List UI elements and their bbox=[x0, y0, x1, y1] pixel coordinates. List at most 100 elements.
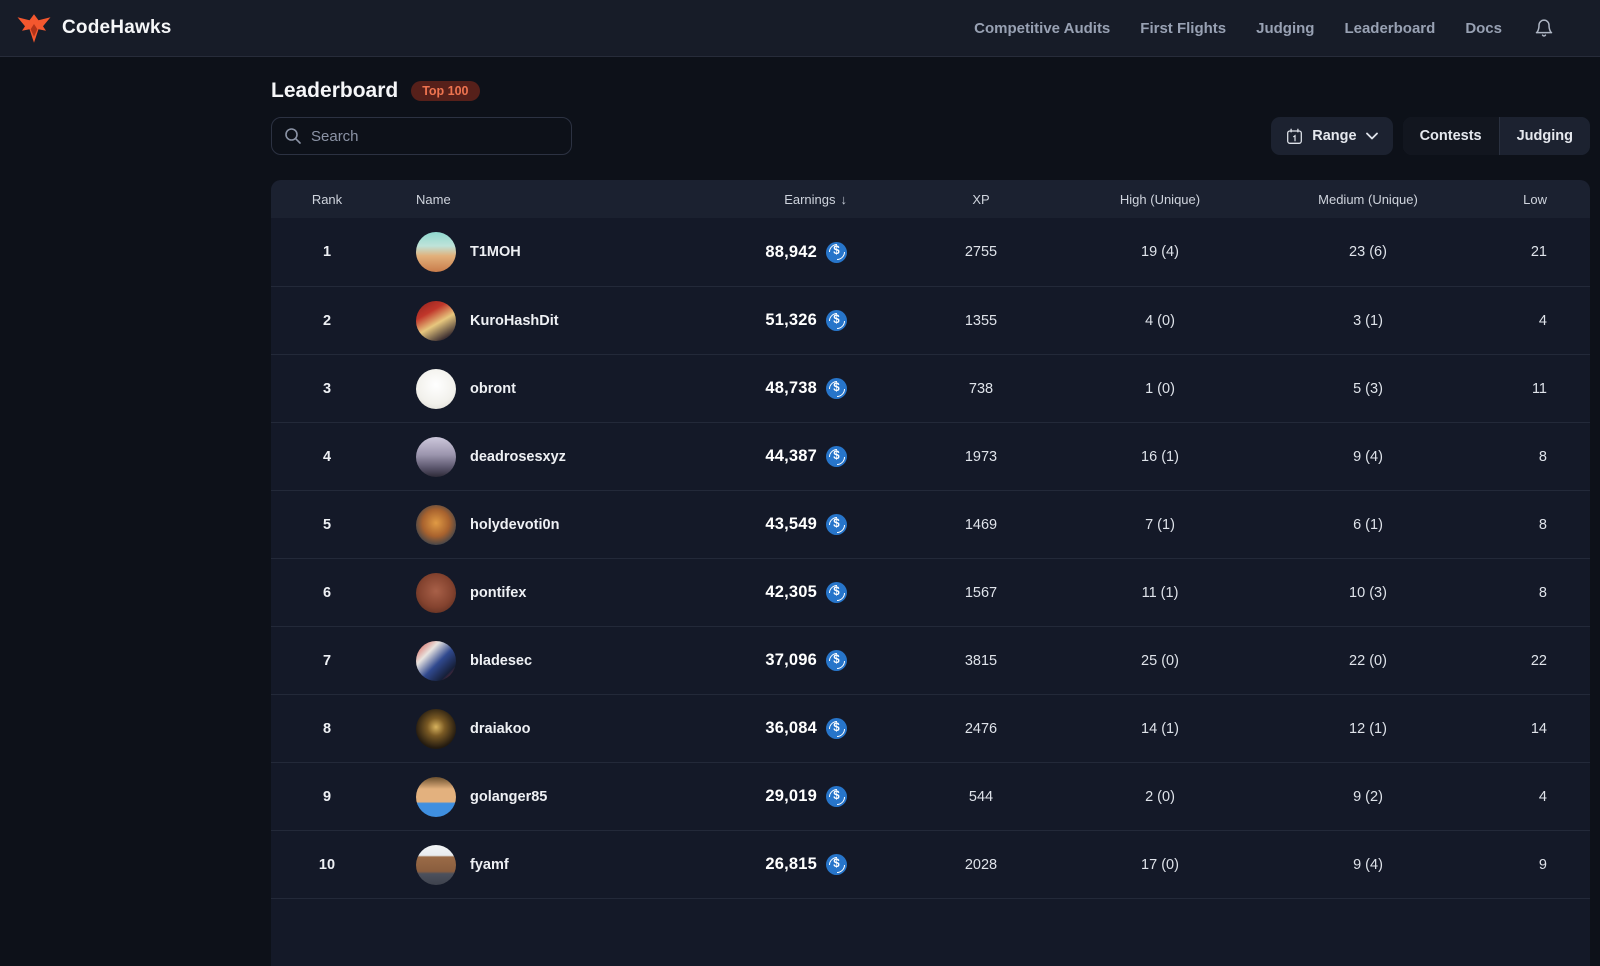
table-row[interactable]: 5 holydevoti0n 43,549 $1469 7 (1) 6 (1) 8 bbox=[271, 490, 1590, 558]
username: holydevoti0n bbox=[470, 516, 560, 533]
medium-value: 22 (0) bbox=[1349, 652, 1387, 669]
right-controls: Range Contests Judging bbox=[1271, 117, 1590, 155]
earnings-cell: 43,549 $ bbox=[765, 514, 851, 535]
name-cell: golanger85 bbox=[383, 776, 651, 817]
medium-value: 10 (3) bbox=[1349, 584, 1387, 601]
column-header-xp[interactable]: XP bbox=[972, 191, 990, 207]
username: T1MOH bbox=[470, 244, 521, 260]
search-icon bbox=[284, 127, 302, 145]
table-row-partial[interactable] bbox=[271, 898, 1590, 966]
notification-bell-icon[interactable] bbox=[1534, 18, 1554, 39]
table-row[interactable]: 9 golanger85 29,019 $544 2 (0) 9 (2) 4 bbox=[271, 762, 1590, 830]
top-nav: CodeHawks Competitive Audits First Fligh… bbox=[0, 0, 1600, 57]
usdc-coin-icon: $ bbox=[826, 718, 847, 739]
xp-value: 1469 bbox=[964, 516, 998, 533]
tab-judging[interactable]: Judging bbox=[1498, 117, 1590, 155]
xp-value: 2028 bbox=[964, 856, 998, 873]
name-cell: pontifex bbox=[383, 572, 651, 613]
username: KuroHashDit bbox=[470, 312, 559, 329]
high-value: 19 (4) bbox=[1141, 244, 1179, 260]
earnings-cell: 42,305 $ bbox=[765, 582, 851, 603]
high-value: 7 (1) bbox=[1145, 516, 1175, 533]
column-header-rank[interactable]: Rank bbox=[311, 191, 343, 207]
username: golanger85 bbox=[470, 788, 548, 805]
nav-item-competitive-audits[interactable]: Competitive Audits bbox=[974, 19, 1111, 37]
column-header-name[interactable]: Name bbox=[416, 191, 451, 207]
avatar bbox=[416, 776, 456, 817]
earnings-value: 51,326 bbox=[765, 311, 817, 329]
nav-item-leaderboard[interactable]: Leaderboard bbox=[1344, 19, 1436, 37]
xp-value: 738 bbox=[968, 380, 994, 397]
nav-item-docs[interactable]: Docs bbox=[1465, 19, 1502, 37]
brand-logo[interactable]: CodeHawks bbox=[16, 12, 172, 45]
table-row[interactable]: 10 fyamf 26,815 $2028 17 (0) 9 (4) 9 bbox=[271, 830, 1590, 898]
rank-value: 8 bbox=[322, 720, 332, 737]
medium-value: 23 (6) bbox=[1349, 244, 1387, 260]
column-header-low[interactable]: Low bbox=[1523, 191, 1547, 207]
rank-value: 7 bbox=[322, 652, 332, 669]
leaderboard-rows: 1 T1MOH 88,942 $2755 19 (4) 23 (6) 21 2 KuroHash… bbox=[271, 218, 1590, 966]
low-value: 8 bbox=[1538, 584, 1547, 601]
earnings-cell: 37,096 $ bbox=[765, 650, 851, 671]
high-value: 4 (0) bbox=[1145, 312, 1175, 329]
earnings-value: 37,096 bbox=[765, 651, 817, 669]
usdc-coin-icon: $ bbox=[826, 650, 847, 671]
table-row[interactable]: 3 obront 48,738 $738 1 (0) 5 (3) 11 bbox=[271, 354, 1590, 422]
tab-contests[interactable]: Contests bbox=[1402, 117, 1499, 155]
avatar bbox=[416, 844, 456, 885]
avatar bbox=[416, 572, 456, 613]
page-title: Leaderboard bbox=[271, 79, 399, 102]
earnings-value: 29,019 bbox=[765, 787, 817, 805]
medium-value: 9 (4) bbox=[1353, 448, 1383, 465]
earnings-value: 43,549 bbox=[765, 515, 817, 533]
nav-item-judging[interactable]: Judging bbox=[1256, 19, 1315, 37]
column-header-medium[interactable]: Medium (Unique) bbox=[1318, 191, 1418, 207]
brand-name: CodeHawks bbox=[62, 17, 172, 38]
name-cell: fyamf bbox=[383, 844, 651, 885]
low-value: 22 bbox=[1530, 652, 1547, 669]
earnings-value: 42,305 bbox=[765, 583, 817, 601]
xp-value: 1355 bbox=[964, 312, 998, 329]
username: pontifex bbox=[470, 584, 527, 601]
sort-desc-icon: ↓ bbox=[840, 191, 848, 207]
high-value: 25 (0) bbox=[1141, 652, 1179, 669]
nav-item-first-flights[interactable]: First Flights bbox=[1140, 19, 1227, 37]
table-row[interactable]: 4 deadrosesxyz 44,387 $1973 16 (1) 9 (4) 8 bbox=[271, 422, 1590, 490]
rank-value: 3 bbox=[322, 380, 332, 397]
earnings-value: 36,084 bbox=[765, 719, 817, 737]
table-row[interactable]: 7 bladesec 37,096 $3815 25 (0) 22 (0) 22 bbox=[271, 626, 1590, 694]
main-content: Leaderboard Top 100 bbox=[271, 57, 1590, 966]
xp-value: 1973 bbox=[964, 448, 998, 465]
range-dropdown-button[interactable]: Range bbox=[1271, 117, 1393, 155]
earnings-cell: 36,084 $ bbox=[765, 718, 851, 739]
earnings-value: 48,738 bbox=[765, 379, 817, 397]
top-100-badge: Top 100 bbox=[411, 80, 480, 102]
xp-value: 2755 bbox=[964, 244, 998, 260]
rank-value: 1 bbox=[322, 244, 332, 260]
search-input[interactable] bbox=[311, 127, 559, 145]
controls-row: Range Contests Judging bbox=[271, 117, 1590, 155]
username: deadrosesxyz bbox=[470, 448, 566, 465]
title-row: Leaderboard Top 100 bbox=[271, 79, 1590, 103]
table-row[interactable]: 6 pontifex 42,305 $1567 11 (1) 10 (3) 8 bbox=[271, 558, 1590, 626]
search-box[interactable] bbox=[271, 117, 572, 155]
low-value: 4 bbox=[1538, 788, 1547, 805]
earnings-cell: 48,738 $ bbox=[765, 378, 851, 399]
earnings-cell: 44,387 $ bbox=[765, 446, 851, 467]
xp-value: 1567 bbox=[964, 584, 998, 601]
contests-judging-toggle: Contests Judging bbox=[1402, 117, 1590, 155]
column-header-high[interactable]: High (Unique) bbox=[1119, 191, 1201, 207]
medium-value: 3 (1) bbox=[1353, 312, 1383, 329]
column-header-earnings[interactable]: Earnings ↓ bbox=[784, 191, 848, 207]
table-row[interactable]: 2 KuroHashDit 51,326 $1355 4 (0) 3 (1) 4 bbox=[271, 286, 1590, 354]
usdc-coin-icon: $ bbox=[826, 241, 847, 263]
table-row[interactable]: 8 draiakoo 36,084 $2476 14 (1) 12 (1) 14 bbox=[271, 694, 1590, 762]
low-value: 9 bbox=[1538, 856, 1547, 873]
high-value: 17 (0) bbox=[1141, 856, 1179, 873]
table-row[interactable]: 1 T1MOH 88,942 $2755 19 (4) 23 (6) 21 bbox=[271, 218, 1590, 286]
earnings-cell: 51,326 $ bbox=[765, 310, 851, 331]
earnings-cell: 26,815 $ bbox=[765, 854, 851, 875]
usdc-coin-icon: $ bbox=[826, 514, 847, 535]
avatar bbox=[416, 708, 456, 749]
avatar bbox=[416, 436, 456, 477]
